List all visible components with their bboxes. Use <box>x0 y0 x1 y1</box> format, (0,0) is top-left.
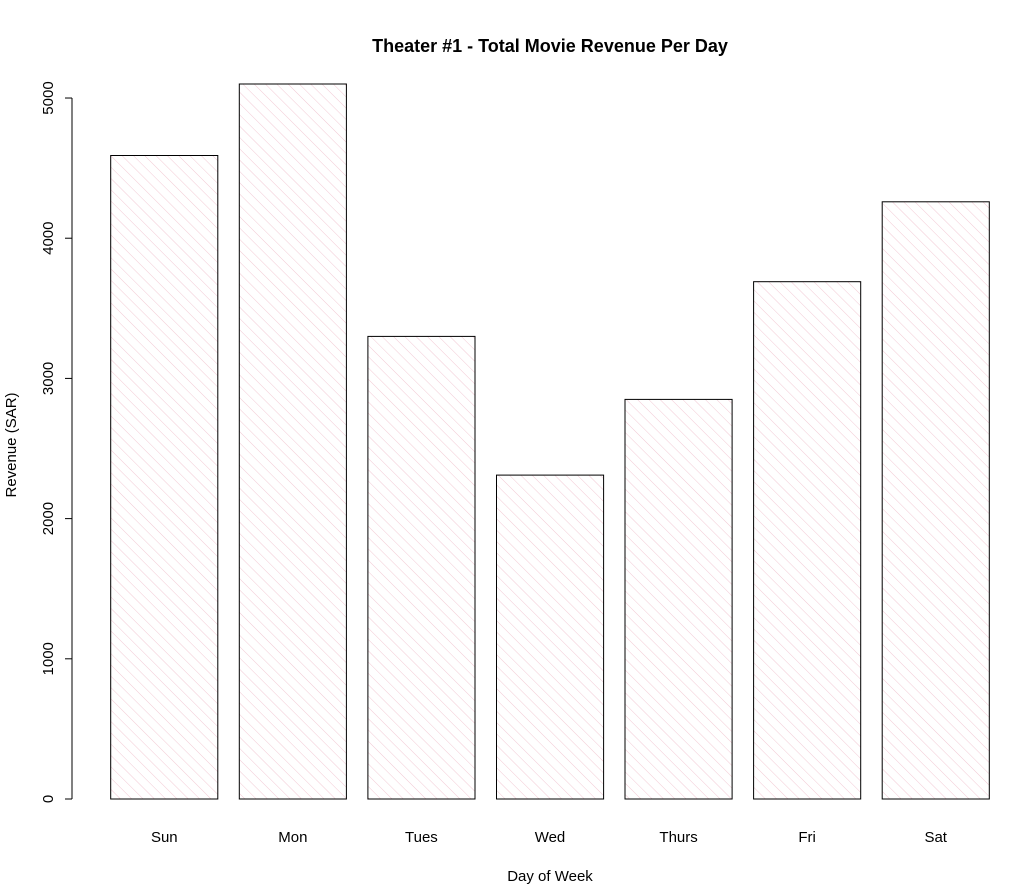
x-tick-label: Mon <box>278 829 307 846</box>
y-tick-label: 4000 <box>40 222 57 255</box>
x-tick-label: Wed <box>535 829 566 846</box>
x-tick-label: Sun <box>151 829 178 846</box>
x-tick-label: Sat <box>924 829 947 846</box>
y-tick-label: 5000 <box>40 81 57 114</box>
y-tick-label: 1000 <box>40 642 57 675</box>
x-axis-label: Day of Week <box>507 868 593 885</box>
bar-thurs <box>624 398 733 800</box>
x-tick-label: Fri <box>798 829 816 846</box>
y-tick-label: 0 <box>40 795 57 803</box>
bar-fri <box>753 281 862 800</box>
x-tick-label: Thurs <box>659 829 697 846</box>
bars-group <box>110 83 990 800</box>
bar-wed <box>496 474 605 800</box>
bar-tues <box>367 335 476 800</box>
x-tick-labels: Sun Mon Tues Wed Thurs Fri Sat <box>151 829 948 846</box>
y-axis: 0 1000 2000 3000 4000 5000 <box>40 81 73 803</box>
y-tick-label: 2000 <box>40 502 57 535</box>
bar-mon <box>238 83 347 800</box>
y-axis-label: Revenue (SAR) <box>3 392 20 497</box>
x-tick-label: Tues <box>405 829 438 846</box>
chart-title: Theater #1 - Total Movie Revenue Per Day <box>372 36 728 56</box>
bar-sat <box>881 201 990 800</box>
y-tick-label: 3000 <box>40 362 57 395</box>
bar-sun <box>110 155 219 800</box>
